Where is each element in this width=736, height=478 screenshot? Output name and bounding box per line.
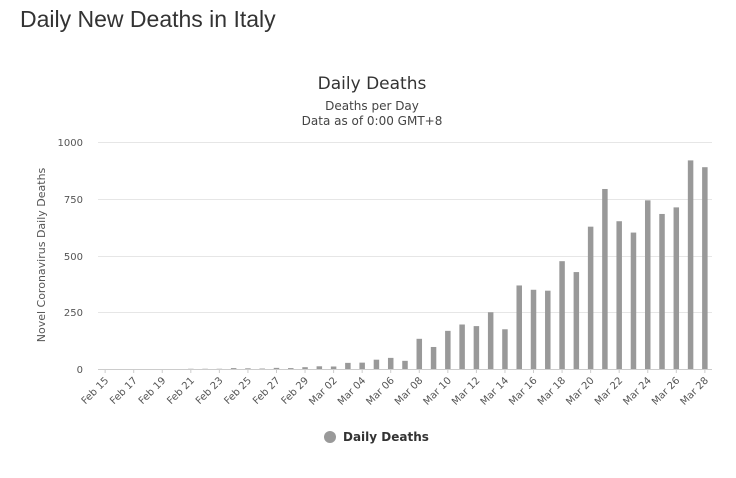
chart-subtitle-line-1: Deaths per Day [325, 99, 419, 113]
y-axis-title: Novel Coronavirus Daily Deaths [35, 167, 48, 342]
page-title: Daily New Deaths in Italy [20, 6, 276, 32]
x-tick-label: Feb 27 [251, 375, 283, 407]
x-tick-label: Mar 08 [393, 375, 425, 407]
bar[interactable] [702, 167, 708, 369]
x-tick-label: Mar 06 [364, 375, 396, 407]
y-tick-label: 500 [64, 252, 83, 263]
y-tick-label: 250 [64, 308, 83, 319]
bar[interactable] [402, 360, 408, 369]
bar[interactable] [273, 367, 280, 369]
bar[interactable] [587, 226, 594, 369]
chart-title: Daily Deaths [318, 74, 427, 94]
x-tick-label: Mar 12 [450, 375, 482, 407]
x-tick-label: Mar 14 [479, 375, 511, 407]
bar[interactable] [416, 338, 423, 369]
bar[interactable] [687, 160, 694, 369]
y-tick-label: 1000 [58, 138, 83, 149]
y-tick-label: 750 [64, 195, 83, 206]
x-tick-label: Feb 19 [137, 375, 169, 407]
x-tick-label: Feb 25 [223, 375, 255, 407]
x-tick-label: Mar 16 [507, 375, 539, 407]
x-tick-label: Mar 10 [422, 375, 454, 407]
x-tick-label: Mar 26 [650, 375, 682, 407]
bar[interactable] [230, 368, 237, 369]
bar[interactable] [573, 272, 580, 369]
bar[interactable] [559, 261, 565, 369]
x-tick-label: Mar 02 [307, 375, 339, 407]
x-tick-label: Feb 21 [165, 375, 197, 407]
bar[interactable] [644, 200, 651, 369]
bar[interactable] [616, 221, 622, 369]
bar[interactable] [302, 367, 308, 369]
y-axis-ticks: 0 250 500 750 1000 [58, 138, 83, 376]
bar[interactable] [630, 232, 637, 369]
legend[interactable]: Daily Deaths [324, 430, 429, 444]
y-tick-label: 0 [77, 365, 83, 376]
bar[interactable] [530, 289, 537, 369]
x-tick-label: Feb 23 [194, 375, 226, 407]
x-tick-label: Feb 15 [80, 375, 112, 407]
bars [188, 160, 708, 369]
bar[interactable] [245, 368, 251, 369]
bar[interactable] [516, 285, 522, 369]
bar[interactable] [459, 324, 465, 369]
legend-label-daily-deaths[interactable]: Daily Deaths [343, 430, 429, 444]
bar[interactable] [316, 366, 323, 369]
bar[interactable] [288, 368, 294, 369]
x-tick-label: Mar 22 [593, 375, 625, 407]
bar[interactable] [373, 359, 380, 369]
bar[interactable] [330, 366, 337, 370]
bar[interactable] [659, 213, 665, 369]
grid-lines [98, 142, 712, 370]
bar[interactable] [430, 346, 437, 369]
x-tick-label: Mar 04 [336, 375, 368, 407]
x-tick-label: Feb 29 [280, 375, 312, 407]
x-tick-label: Feb 17 [108, 375, 140, 407]
bar[interactable] [487, 312, 494, 369]
x-tick-label: Mar 24 [621, 375, 653, 407]
bar[interactable] [387, 357, 394, 369]
bar[interactable] [502, 329, 508, 369]
x-tick-label: Mar 20 [564, 375, 596, 407]
bar[interactable] [445, 330, 451, 369]
chart-subtitle-line-2: Data as of 0:00 GMT+8 [302, 114, 443, 128]
bar[interactable] [545, 290, 551, 369]
bar[interactable] [673, 207, 680, 369]
bar[interactable] [602, 188, 608, 369]
legend-marker-daily-deaths[interactable] [324, 431, 336, 443]
bar[interactable] [345, 362, 351, 369]
bar[interactable] [473, 326, 480, 369]
x-tick-label: Mar 28 [679, 375, 711, 407]
bar[interactable] [359, 362, 365, 369]
x-tick-label: Mar 18 [536, 375, 568, 407]
